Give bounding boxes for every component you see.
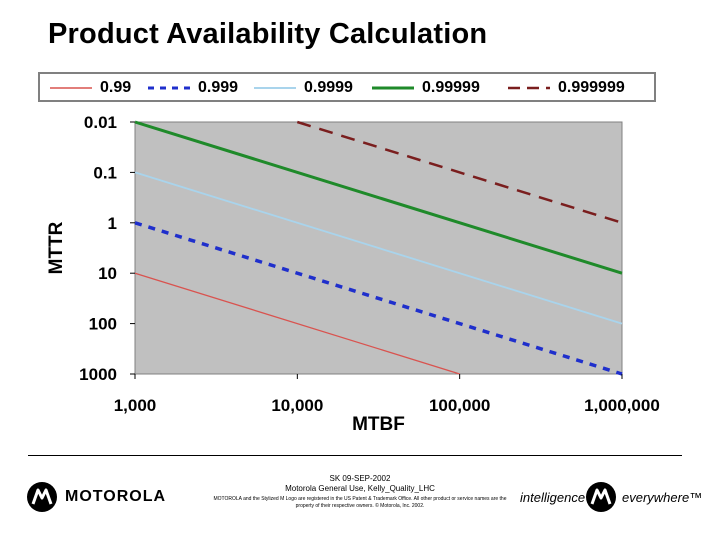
footer-legal: MOTOROLA and the Stylized M Logo are reg…	[213, 496, 507, 509]
series-line-0.999	[134, 221, 623, 376]
x-tick-label: 10,000	[271, 396, 323, 415]
y-tick-label: 1	[108, 214, 117, 233]
footer-info: SK 09-SEP-2002 Motorola General Use, Kel…	[210, 474, 510, 510]
y-tick-label: 0.1	[93, 163, 117, 182]
series-line-0.999999	[296, 120, 623, 224]
y-tick-label: 1000	[79, 365, 117, 384]
legend-label: 0.99999	[422, 79, 480, 96]
series-layer	[134, 120, 623, 376]
legend-label: 0.9999	[304, 79, 353, 96]
x-tick-label: 1,000,000	[584, 396, 660, 415]
footer-date: SK 09-SEP-2002	[329, 474, 391, 483]
y-axis-label: MTTR	[46, 221, 67, 274]
page-title: Product Availability Calculation	[48, 18, 488, 50]
y-tick-label: 100	[89, 315, 117, 334]
legend-label: 0.999	[198, 79, 239, 96]
availability-chart: 0.01 0.1 1 10 100 1000 1,000 10,000 100,000 1,000…	[46, 113, 660, 435]
axis-layer: 0.01 0.1 1 10 100 1000 1,000 10,000 100,000 1,000…	[46, 113, 660, 435]
chart-legend: 0.99 0.999 0.9999 0.99999 0.999999	[38, 72, 656, 102]
y-tick-label: 0.01	[84, 113, 117, 132]
x-tick-label: 100,000	[429, 396, 490, 415]
footer-divider	[28, 455, 682, 456]
motorola-m-icon	[586, 482, 616, 512]
tagline-left: intelligence	[520, 490, 586, 505]
legend-label: 0.99	[100, 79, 132, 96]
x-tick-label: 1,000	[114, 396, 157, 415]
x-axis-label: MTBF	[352, 414, 405, 435]
brand-name: MOTOROLA	[65, 488, 167, 505]
motorola-logo: MOTOROLA	[27, 482, 197, 516]
legend-label: 0.999999	[558, 79, 625, 96]
series-line-0.99999	[134, 120, 623, 275]
tagline-logo: intelligence everywhere™	[520, 482, 703, 516]
footer-classification: Motorola General Use, Kelly_Quality_LHC	[285, 484, 435, 493]
y-tick-label: 10	[98, 264, 117, 283]
series-line-0.9999	[134, 171, 623, 325]
motorola-m-icon	[27, 482, 57, 512]
series-line-0.99	[134, 272, 460, 375]
tagline-right: everywhere™	[622, 490, 703, 505]
